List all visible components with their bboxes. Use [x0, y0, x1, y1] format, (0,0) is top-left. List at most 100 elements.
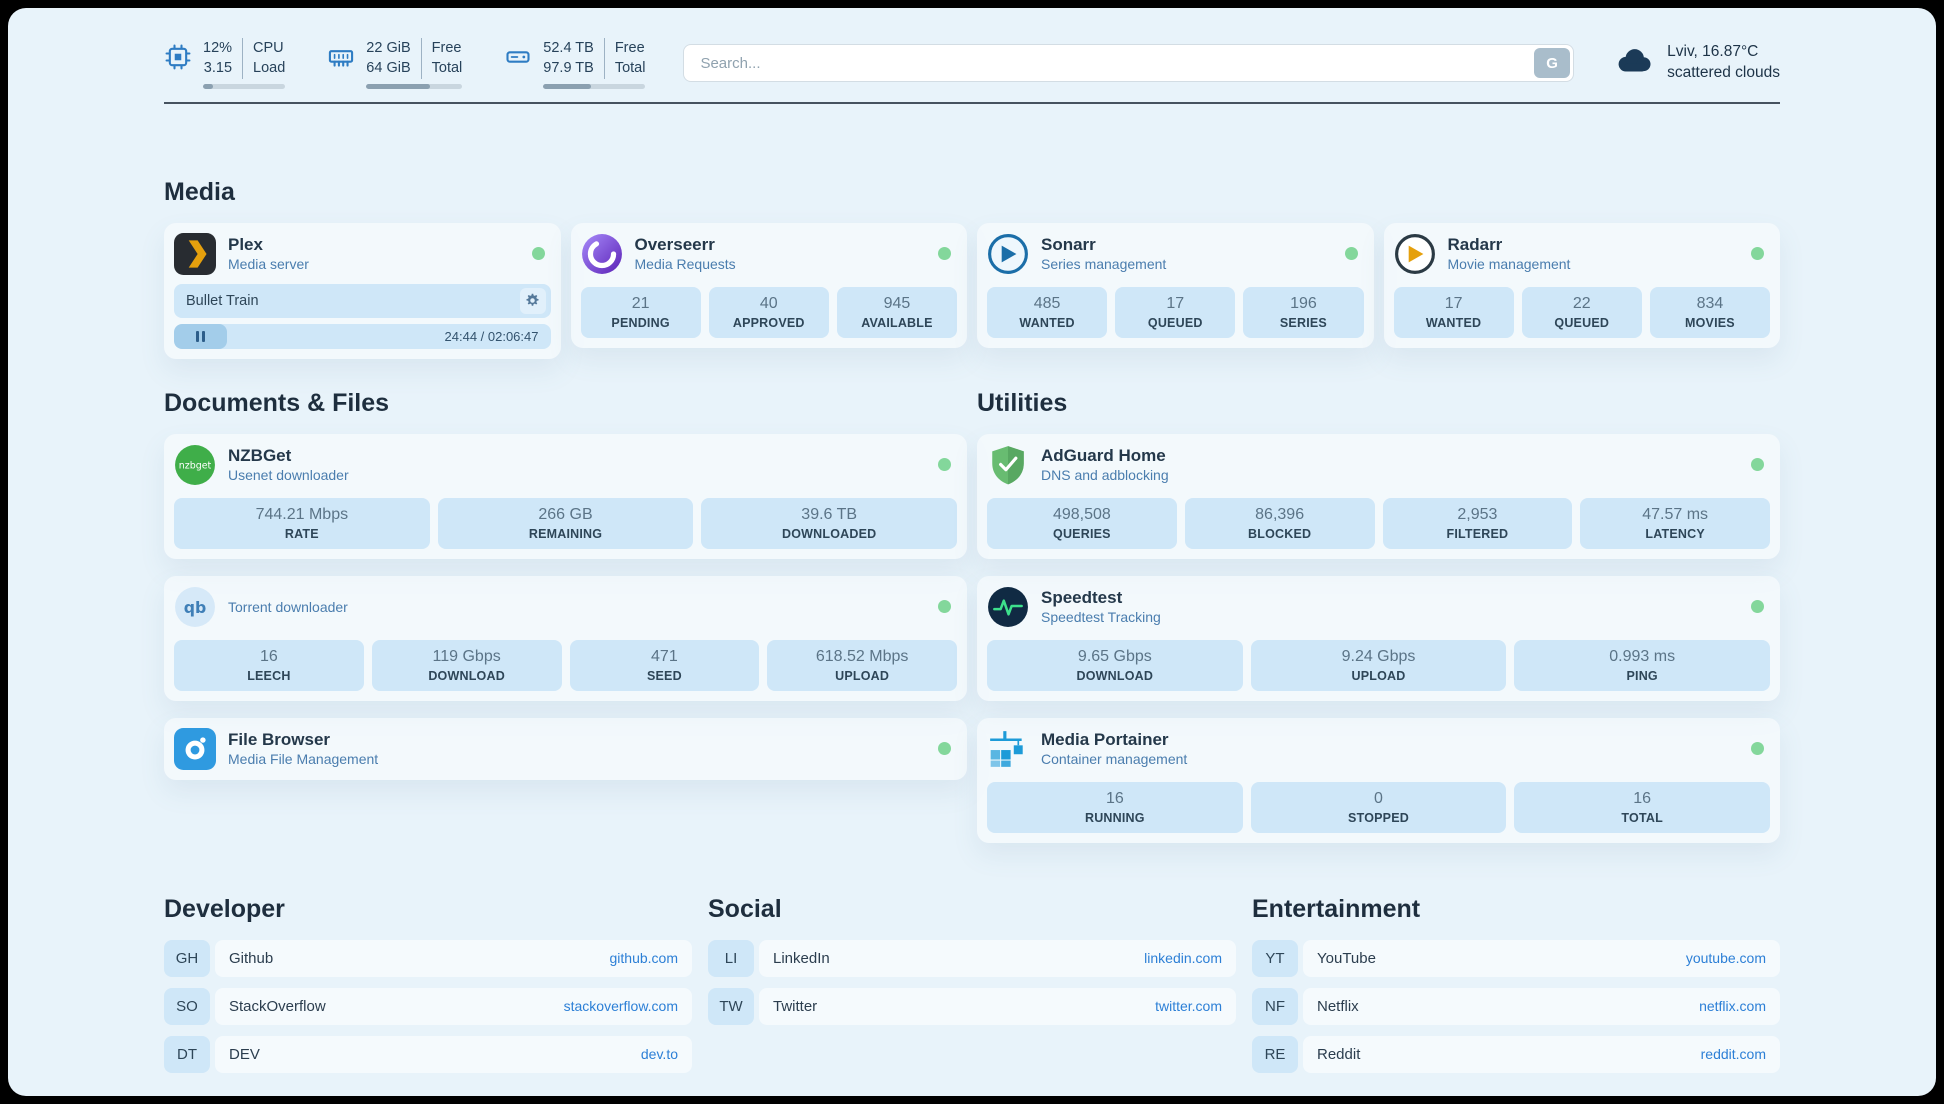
bookmark-netflix[interactable]: NF Netflix netflix.com	[1252, 987, 1780, 1025]
service-stats: 744.21 Mbps RATE 266 GB REMAINING 39.6 T…	[174, 497, 958, 549]
bookmark-name: YouTube	[1317, 949, 1376, 967]
cpu-readings: 12% 3.15 CPU Load	[203, 38, 285, 79]
adguard-icon	[987, 444, 1029, 486]
bookmark-body: YouTube youtube.com	[1303, 939, 1780, 977]
service-header: Sonarr Series management	[987, 233, 1364, 275]
service-subtitle: Movie management	[1447, 256, 1571, 273]
dashboard-page: 12% 3.15 CPU Load	[8, 8, 1936, 1096]
bookmark-stackoverflow[interactable]: SO StackOverflow stackoverflow.com	[164, 987, 692, 1025]
service-info: File Browser Media File Management	[228, 730, 378, 767]
playback-progress-bar[interactable]: 24:44 / 02:06:47	[174, 323, 551, 349]
bookmark-name: Netflix	[1317, 997, 1359, 1015]
stat-value: 119 Gbps	[432, 647, 501, 665]
section-title-developer: Developer	[164, 894, 285, 923]
utilities-column: Utilities AdGuard Home DNS and adblockin…	[977, 389, 1780, 843]
service-card-filebrowser[interactable]: File Browser Media File Management	[164, 717, 967, 780]
service-header: Speedtest Speedtest Tracking	[987, 586, 1770, 628]
service-card-nzbget[interactable]: nzbget NZBGet Usenet downloader 744.21 M…	[164, 433, 967, 559]
service-stats: 498,508 QUERIES 86,396 BLOCKED 2,953 FIL…	[987, 497, 1770, 549]
bookmark-linkedin[interactable]: LI LinkedIn linkedin.com	[708, 939, 1236, 977]
service-name: Media Portainer	[1041, 730, 1169, 750]
nzbget-icon: nzbget	[174, 444, 216, 486]
stat-value: 17	[1166, 294, 1185, 312]
bookmark-abbr: RE	[1252, 1035, 1298, 1073]
bookmark-name: Reddit	[1317, 1045, 1361, 1063]
bookmark-url[interactable]: twitter.com	[1155, 998, 1222, 1015]
service-card-adguard[interactable]: AdGuard Home DNS and adblocking 498,508 …	[977, 433, 1780, 559]
cpu-load-label: Load	[253, 60, 286, 77]
stat-label: UPLOAD	[835, 668, 890, 683]
disk-progress-fill	[543, 83, 592, 89]
service-name: NZBGet	[228, 446, 292, 466]
service-card-portainer[interactable]: Media Portainer Container management 16 …	[977, 717, 1780, 843]
service-card-sonarr[interactable]: Sonarr Series management 485 WANTED 17 Q…	[977, 222, 1374, 348]
stat-label: SERIES	[1279, 315, 1327, 330]
stat-value: 471	[651, 647, 678, 665]
bookmark-url[interactable]: reddit.com	[1700, 1046, 1766, 1063]
search-provider-button[interactable]: G	[1534, 48, 1571, 79]
bookmark-body: Netflix netflix.com	[1303, 987, 1780, 1025]
memory-free-value: 22 GiB	[366, 40, 411, 56]
pause-icon[interactable]	[195, 330, 205, 342]
stat-value: 485	[1033, 294, 1061, 312]
bookmark-rows: LI LinkedIn linkedin.com TW Twitter twit…	[708, 939, 1236, 1025]
stat-value: 16	[1105, 789, 1124, 807]
stat-upload: 9.24 Gbps UPLOAD	[1250, 639, 1507, 691]
stat-value: 945	[883, 294, 911, 312]
qbittorrent-icon: qb	[174, 586, 216, 628]
disk-readings: 52.4 TB 97.9 TB Free Total	[543, 38, 645, 79]
bookmark-abbr: SO	[164, 987, 210, 1025]
service-card-qbittorrent[interactable]: qb Torrent downloader 16 LEECH	[164, 575, 967, 701]
service-subtitle: Container management	[1041, 751, 1188, 768]
search-input[interactable]	[683, 44, 1575, 83]
bookmark-name: Twitter	[773, 997, 818, 1015]
stat-label: DOWNLOADED	[782, 526, 877, 541]
service-stats: 17 WANTED 22 QUEUED 834 MOVIES	[1393, 286, 1771, 338]
service-header: File Browser Media File Management	[174, 727, 957, 770]
service-card-radarr[interactable]: Radarr Movie management 17 WANTED 22 QUE…	[1383, 222, 1780, 348]
bookmark-name: Github	[229, 949, 274, 967]
status-dot	[531, 247, 545, 261]
bookmark-body: StackOverflow stackoverflow.com	[215, 987, 692, 1025]
status-dot	[938, 247, 951, 261]
utilities-cards: AdGuard Home DNS and adblocking 498,508 …	[977, 433, 1780, 843]
cpu-labels: CPU Load	[242, 38, 285, 79]
bookmark-url[interactable]: github.com	[609, 950, 678, 967]
service-header: Overseerr Media Requests	[581, 233, 958, 275]
bookmark-dev[interactable]: DT DEV dev.to	[164, 1035, 692, 1073]
service-header: Media Portainer Container management	[987, 728, 1770, 770]
service-card-speedtest[interactable]: Speedtest Speedtest Tracking 9.65 Gbps D…	[977, 575, 1780, 701]
svg-text:qb: qb	[184, 597, 207, 616]
service-card-overseerr[interactable]: Overseerr Media Requests 21 PENDING 40 A…	[570, 222, 967, 348]
service-stats: 16 RUNNING 0 STOPPED 16 TOTAL	[987, 781, 1771, 833]
bookmark-reddit[interactable]: RE Reddit reddit.com	[1252, 1035, 1780, 1073]
stat-value: 0.993 ms	[1609, 647, 1676, 665]
bookmark-url[interactable]: youtube.com	[1685, 950, 1766, 967]
stat-label: WANTED	[1425, 315, 1482, 330]
stat-value: 22	[1572, 294, 1591, 312]
bookmark-twitter[interactable]: TW Twitter twitter.com	[708, 987, 1236, 1025]
service-stats: 485 WANTED 17 QUEUED 196 SERIES	[987, 286, 1364, 338]
service-name: File Browser	[228, 730, 331, 750]
service-info: Sonarr Series management	[1041, 235, 1166, 272]
stat-label: FILTERED	[1446, 526, 1509, 541]
service-card-plex[interactable]: Plex Media server Bullet Train 24:44 / 0…	[164, 222, 561, 359]
disk-progress-bar	[543, 83, 646, 89]
cpu-icon	[164, 43, 192, 71]
bookmark-youtube[interactable]: YT YouTube youtube.com	[1252, 939, 1780, 977]
stat-label: QUERIES	[1053, 526, 1111, 541]
status-dot	[938, 742, 951, 756]
bookmark-group-developer: Developer GH Github github.com SO StackO…	[164, 895, 692, 1073]
service-info: Media Portainer Container management	[1041, 730, 1187, 767]
service-info: Overseerr Media Requests	[635, 235, 736, 272]
bookmark-github[interactable]: GH Github github.com	[164, 939, 692, 977]
cpu-usage-value: 12%	[203, 40, 233, 56]
plex-icon	[174, 232, 216, 275]
bookmark-url[interactable]: dev.to	[640, 1046, 678, 1063]
stat-label: BLOCKED	[1248, 526, 1312, 541]
bookmark-url[interactable]: netflix.com	[1699, 998, 1766, 1015]
bookmark-url[interactable]: linkedin.com	[1144, 950, 1222, 967]
bookmark-group-social: Social LI LinkedIn linkedin.com TW Twitt…	[708, 895, 1236, 1025]
bookmark-url[interactable]: stackoverflow.com	[563, 998, 678, 1015]
gear-icon[interactable]	[519, 287, 546, 314]
